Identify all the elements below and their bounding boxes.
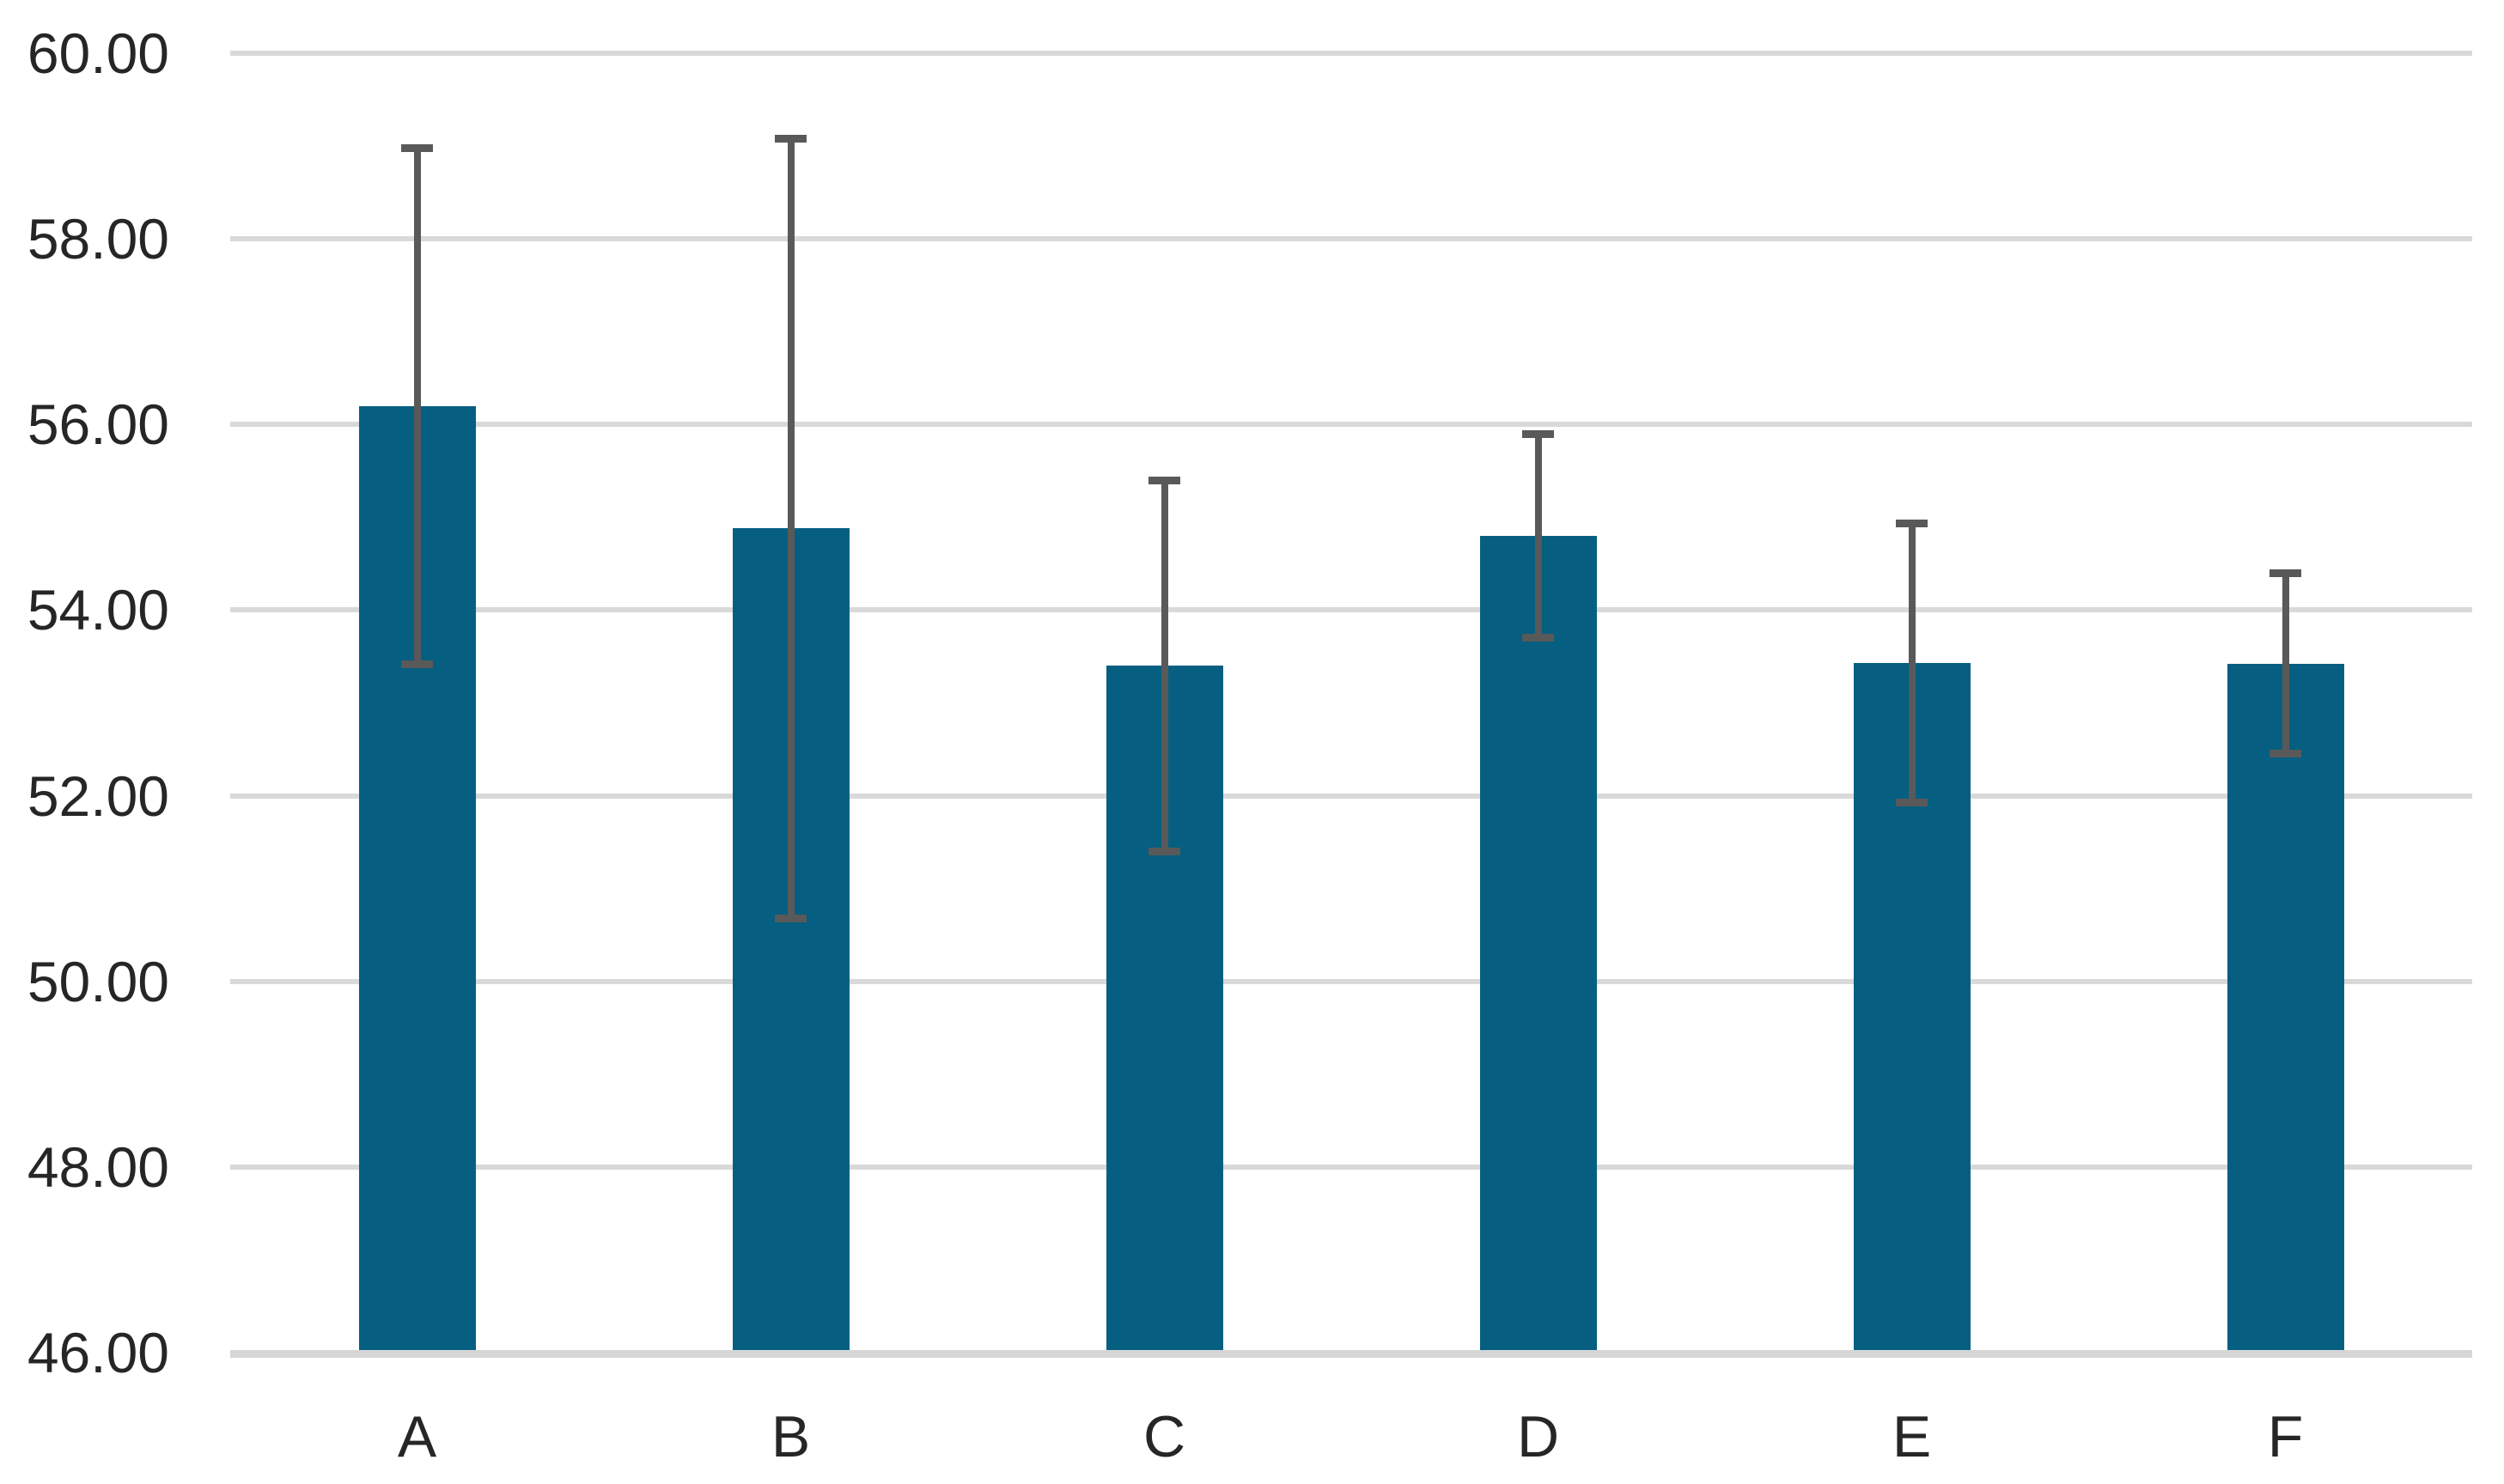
error-bar-cap-bottom-C [1148, 847, 1180, 855]
y-axis-tick-label: 56.00 [27, 392, 169, 457]
error-bar-cap-bottom-B [775, 914, 807, 922]
error-bar-cap-bottom-D [1522, 634, 1554, 642]
y-axis-tick-label: 52.00 [27, 763, 169, 828]
error-bar-cap-top-F [2269, 569, 2301, 577]
gridline [230, 1164, 2472, 1170]
gridline [230, 422, 2472, 428]
error-bar-cap-top-D [1522, 429, 1554, 438]
error-bar-cap-top-A [401, 143, 433, 152]
gridline [230, 236, 2472, 242]
y-axis-tick-label: 58.00 [27, 207, 169, 271]
error-bar-whisker-F [2282, 573, 2289, 754]
x-axis-category-label-D: D [1516, 1404, 1560, 1469]
x-axis-category-label-F: F [2267, 1404, 2304, 1469]
gridline [230, 607, 2472, 613]
x-axis-category-label-C: C [1142, 1404, 1186, 1469]
error-bar-cap-bottom-F [2269, 750, 2301, 758]
y-axis-tick-label: 50.00 [27, 949, 169, 1013]
error-bar-whisker-C [1161, 480, 1168, 852]
error-bar-whisker-E [1908, 523, 1916, 803]
gridline [230, 978, 2472, 984]
error-bar-cap-bottom-E [1896, 798, 1928, 806]
x-axis-line [230, 1350, 2472, 1358]
y-axis-tick-label: 60.00 [27, 21, 169, 85]
error-bar-cap-bottom-A [401, 660, 433, 668]
error-bar-whisker-B [787, 138, 795, 919]
error-bar-whisker-D [1534, 434, 1542, 638]
error-bar-cap-top-E [1896, 520, 1928, 528]
y-axis-tick-label: 54.00 [27, 578, 169, 642]
x-axis-category-label-E: E [1892, 1404, 1932, 1469]
y-axis-tick-label: 46.00 [27, 1321, 169, 1384]
error-bar-cap-top-B [775, 134, 807, 143]
x-axis-category-label-A: A [397, 1404, 437, 1469]
y-axis-tick-label: 48.00 [27, 1134, 169, 1199]
gridline [230, 793, 2472, 799]
error-bar-cap-top-C [1148, 476, 1180, 484]
gridline [230, 51, 2472, 56]
error-bar-whisker-A [413, 148, 421, 665]
bar-F [2227, 664, 2344, 1350]
bar-D [1479, 535, 1597, 1350]
x-axis-category-label-B: B [771, 1404, 811, 1469]
